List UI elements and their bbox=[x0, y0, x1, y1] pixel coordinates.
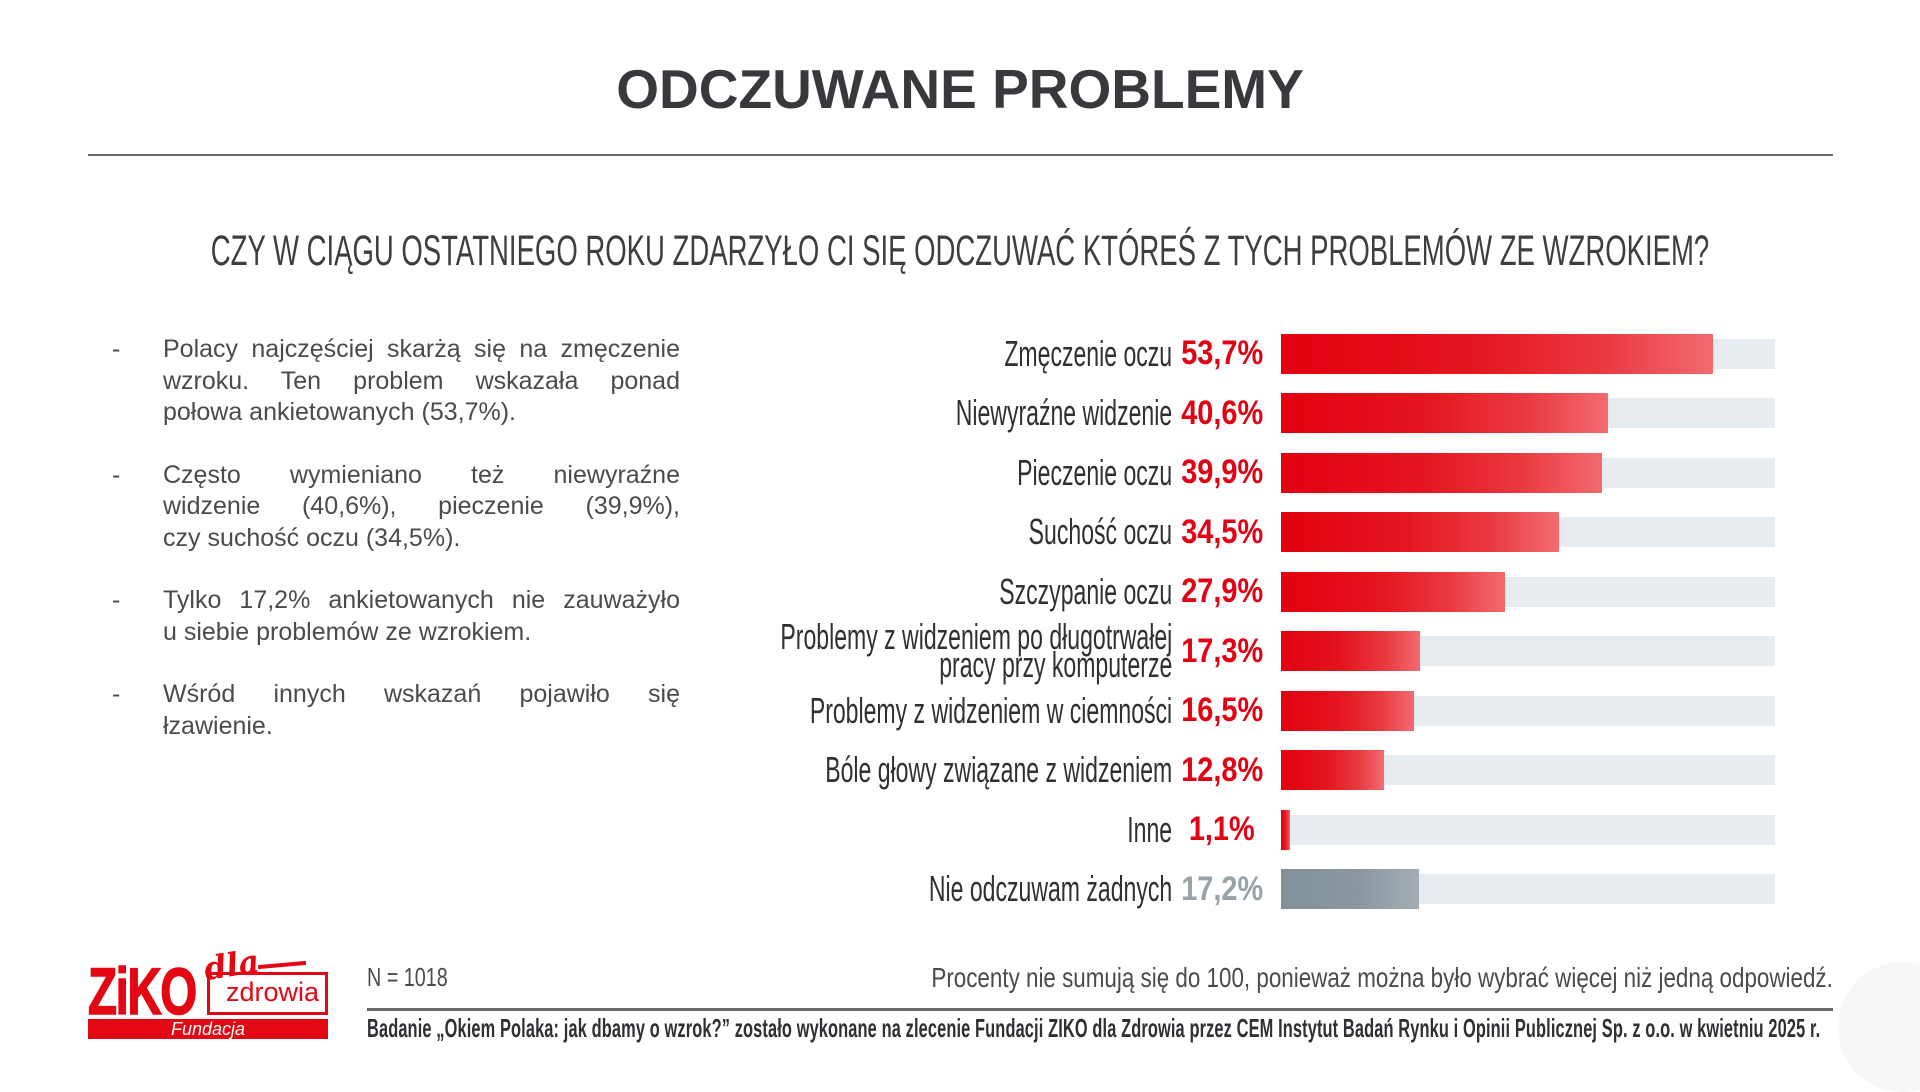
bar-fill bbox=[1281, 571, 1506, 612]
methodology-note: Procenty nie sumują się do 100, ponieważ… bbox=[931, 962, 1833, 993]
bar-label: Problemy z widzeniem w ciemności bbox=[809, 689, 1172, 731]
ziko-logo-brand: ZiKO bbox=[87, 953, 197, 1029]
bar-label: Niewyraźne widzenie bbox=[955, 392, 1172, 433]
insights-list: Polacy najczęściej skarżą się na zmęczen… bbox=[112, 334, 680, 773]
bar-value: 12,8% bbox=[1181, 750, 1263, 789]
bar-fill bbox=[1281, 452, 1603, 493]
bar-fill bbox=[1281, 333, 1714, 374]
bar-label: Nie odczuwam żadnych bbox=[928, 868, 1172, 909]
bar-value: 40,6% bbox=[1181, 393, 1263, 432]
bar-label: Inne bbox=[1127, 808, 1172, 850]
insight-item: Wśród innych wskazań pojawiło sięłzawien… bbox=[112, 679, 680, 742]
bar-fill bbox=[1281, 750, 1384, 790]
bar-fill bbox=[1281, 869, 1420, 909]
bar-value: 16,5% bbox=[1181, 691, 1263, 729]
survey-question: CZY W CIĄGU OSTATNIEGO ROKU ZDARZYŁO CI … bbox=[210, 227, 1710, 275]
bar-value: 17,2% bbox=[1181, 869, 1263, 908]
title-divider bbox=[88, 154, 1833, 156]
bar-value: 39,9% bbox=[1181, 453, 1263, 491]
bar-label: Zmęczenie oczu bbox=[1004, 332, 1172, 374]
ziko-logo-box: zdrowia bbox=[207, 972, 328, 1015]
bar-value: 34,5% bbox=[1181, 512, 1263, 551]
bar-track bbox=[1281, 814, 1775, 845]
bar-fill bbox=[1281, 690, 1414, 731]
bar-fill bbox=[1281, 512, 1559, 552]
source-note: Badanie „Okiem Polaka: jak dbamy o wzrok… bbox=[367, 1013, 1821, 1043]
bar-label: Bóle głowy związane z widzeniem bbox=[824, 749, 1172, 790]
ziko-logo-banner: Fundacja bbox=[88, 1019, 328, 1039]
bar-value: 27,9% bbox=[1181, 572, 1263, 610]
bar-label: Pieczenie oczu bbox=[1017, 451, 1172, 493]
page-title: ODCZUWANE PROBLEMY bbox=[616, 58, 1304, 120]
bar-label: Suchość oczu bbox=[1028, 511, 1172, 552]
insight-item: Tylko 17,2% ankietowanych nie zauważyłou… bbox=[112, 585, 680, 648]
footer-divider bbox=[367, 1008, 1833, 1011]
bar-value: 53,7% bbox=[1181, 334, 1263, 372]
sample-size: N = 1018 bbox=[367, 962, 448, 992]
bar-value: 17,3% bbox=[1181, 631, 1263, 670]
insight-item: Często wymieniano też niewyraźnewidzenie… bbox=[112, 460, 680, 555]
bar-value: 1,1% bbox=[1189, 810, 1255, 848]
bar-label: Problemy z widzeniem po długotrwałej pra… bbox=[780, 616, 1172, 685]
bar-fill bbox=[1281, 393, 1608, 433]
insight-item: Polacy najczęściej skarżą się na zmęczen… bbox=[112, 334, 680, 429]
logo-script-flourish bbox=[257, 960, 307, 969]
bar-fill bbox=[1281, 631, 1421, 671]
bar-fill bbox=[1281, 809, 1290, 850]
bar-label: Szczypanie oczu bbox=[999, 570, 1172, 612]
